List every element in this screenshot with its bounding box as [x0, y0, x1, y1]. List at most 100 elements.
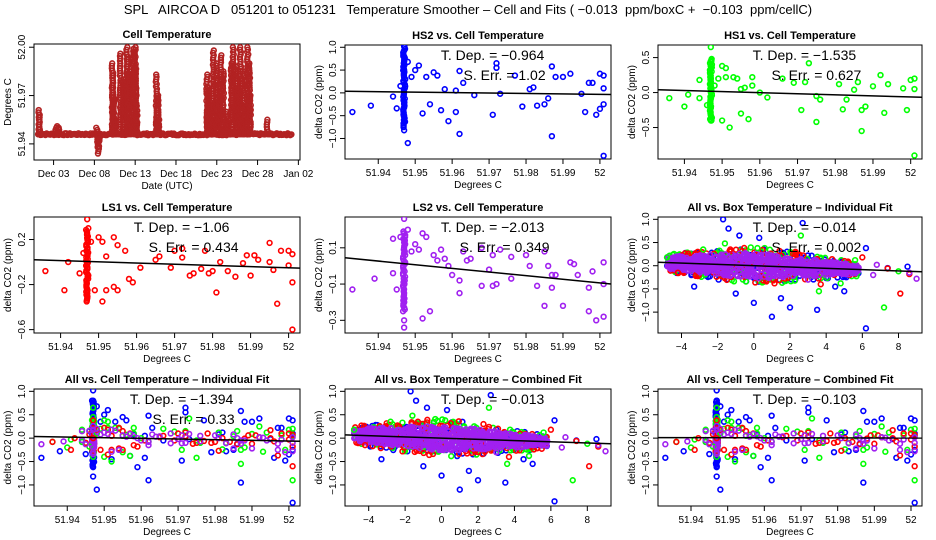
data-point: [732, 290, 739, 297]
data-point: [465, 467, 473, 475]
cloud-point: [448, 439, 455, 446]
x-tick-label: 4: [823, 342, 829, 353]
data-point: [400, 127, 408, 134]
y-axis-label: delta CO2 (ppm): [314, 411, 325, 485]
x-axis-label: Degrees C: [454, 354, 502, 365]
data-point: [274, 300, 281, 307]
panel-title: All vs. Cell Temperature – Individual Fi…: [65, 374, 270, 386]
cloud-point: [718, 268, 725, 275]
data-point: [600, 85, 607, 92]
data-point: [456, 277, 463, 284]
cloud-point: [697, 251, 704, 259]
x-tick-label: 51.96: [129, 515, 154, 526]
data-point: [95, 234, 102, 241]
cloud-point: [762, 257, 769, 264]
x-tick-label: 51.96: [747, 168, 772, 179]
x-tick-label: 51.98: [203, 515, 228, 526]
cloud-point: [508, 432, 516, 439]
cloud-point: [431, 431, 438, 438]
data-point: [757, 463, 764, 471]
x-tick-label: 51.94: [48, 342, 73, 353]
fit-annotation: T. Dep. = −0.013: [441, 391, 545, 407]
y-tick-label: −1.0: [328, 128, 339, 148]
data-point: [718, 117, 726, 124]
data-point: [154, 92, 162, 99]
data-point: [913, 275, 920, 282]
data-point: [285, 247, 292, 254]
data-point: [863, 418, 871, 425]
data-point: [222, 440, 230, 447]
data-point: [119, 413, 126, 421]
x-tick-label: 51.95: [403, 342, 428, 353]
data-point: [264, 116, 271, 123]
cloud-point: [727, 272, 734, 280]
plot-frame: [657, 388, 923, 507]
cloud-point: [424, 441, 432, 449]
data-point: [350, 426, 358, 433]
x-tick-label: 51.95: [92, 515, 117, 526]
data-point: [441, 86, 448, 93]
cloud-point: [455, 418, 463, 425]
x-tick-label: 4: [512, 515, 518, 526]
data-point: [567, 70, 574, 77]
data-point: [132, 44, 139, 51]
data-point: [198, 265, 205, 273]
data-point: [696, 94, 703, 102]
y-tick-label: 0.2: [17, 232, 28, 246]
cloud-point: [708, 265, 715, 272]
data-point: [593, 317, 600, 324]
data-point: [805, 409, 812, 416]
data-point: [456, 130, 463, 138]
data-point: [126, 452, 134, 460]
x-tick-label: Dec 28: [242, 169, 274, 180]
data-point: [278, 436, 285, 443]
data-point: [247, 92, 254, 99]
data-point: [581, 108, 589, 116]
data-point: [551, 417, 558, 424]
data-point: [801, 457, 808, 464]
data-point: [84, 217, 91, 223]
cloud-point: [481, 430, 489, 438]
x-tick-label: 51.97: [477, 168, 502, 179]
x-tick-label: 51.94: [678, 515, 703, 526]
data-point: [434, 72, 441, 79]
data-point: [121, 247, 129, 254]
data-point: [193, 454, 200, 461]
x-tick-label: 52: [905, 168, 917, 179]
data-point: [437, 107, 445, 114]
data-point: [706, 450, 713, 458]
x-tick-label: Dec 08: [79, 169, 111, 180]
data-point: [520, 456, 527, 463]
y-axis-label: delta CO2 (ppm): [627, 65, 638, 139]
data-point: [562, 434, 569, 441]
x-axis-label: Date (UTC): [141, 181, 192, 192]
cloud-point: [401, 437, 408, 444]
x-axis-label: Degrees C: [766, 180, 814, 191]
data-point: [89, 411, 97, 418]
data-point: [863, 444, 871, 451]
x-tick-label: 52: [283, 515, 295, 526]
points-layer: [349, 217, 607, 331]
data-point: [215, 447, 222, 454]
x-tick-label: 51.97: [788, 515, 813, 526]
cloud-point: [700, 256, 707, 263]
data-point: [419, 230, 426, 237]
cloud-point: [439, 430, 446, 437]
data-point: [204, 73, 211, 81]
data-point: [152, 256, 159, 263]
cloud-point: [841, 269, 848, 277]
data-point: [393, 105, 400, 112]
data-point: [248, 445, 256, 452]
data-point: [559, 73, 567, 81]
figure-title: SPL AIRCOA D 051201 to 051231 Temperatur…: [123, 2, 813, 17]
data-point: [906, 269, 913, 276]
data-point: [64, 258, 72, 266]
data-point: [378, 456, 385, 463]
data-point: [108, 456, 115, 463]
data-point: [547, 426, 555, 433]
fit-line: [344, 434, 612, 445]
data-point: [727, 246, 734, 253]
data-point: [600, 101, 607, 108]
data-point: [220, 68, 227, 75]
